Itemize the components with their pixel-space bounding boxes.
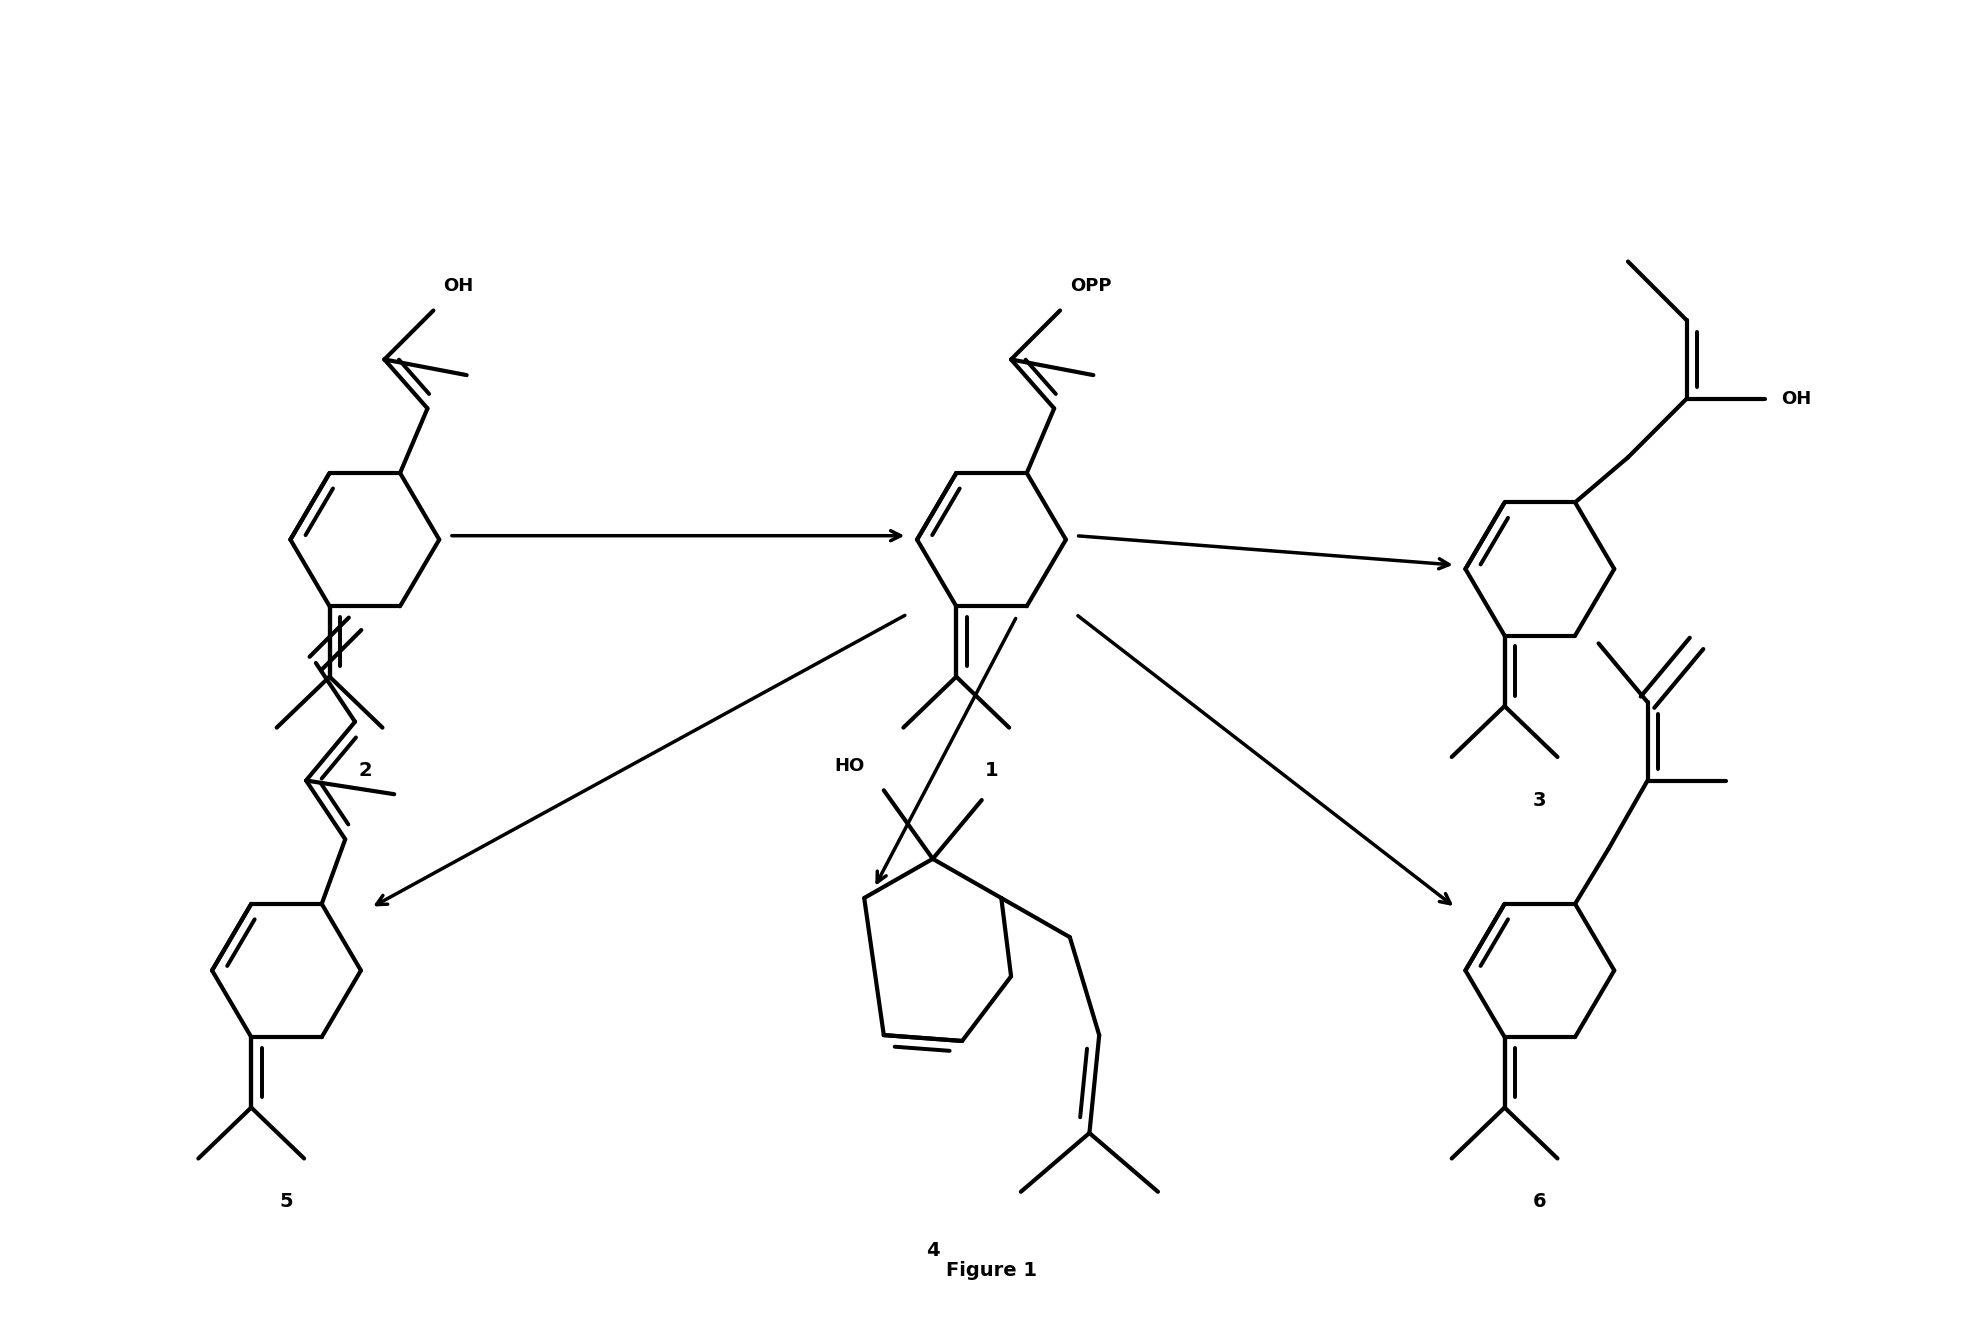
Text: HO: HO (834, 757, 864, 774)
Text: OH: OH (1780, 390, 1810, 407)
Text: 3: 3 (1532, 790, 1546, 810)
Text: 1: 1 (985, 761, 997, 780)
Text: 4: 4 (926, 1241, 939, 1260)
Text: 6: 6 (1532, 1192, 1546, 1211)
Text: 5: 5 (279, 1192, 293, 1211)
Text: OPP: OPP (1070, 277, 1110, 294)
Text: 2: 2 (359, 761, 371, 780)
Text: Figure 1: Figure 1 (945, 1261, 1037, 1280)
Text: OH: OH (442, 277, 474, 294)
